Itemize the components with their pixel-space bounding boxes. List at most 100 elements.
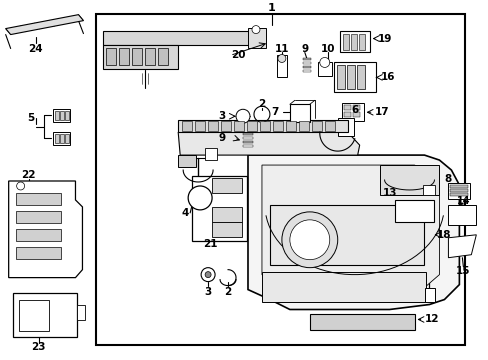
Bar [52, 132, 70, 145]
Text: 9: 9 [301, 44, 308, 54]
Bar [269, 205, 424, 265]
Bar [16, 247, 61, 259]
Bar [243, 133, 252, 135]
Bar [103, 45, 178, 69]
Bar [246, 121, 256, 131]
Text: 16: 16 [380, 72, 394, 82]
Bar [52, 109, 70, 122]
Bar [352, 105, 359, 110]
Text: 8: 8 [444, 174, 451, 184]
Bar [243, 141, 252, 143]
Bar [449, 185, 468, 188]
Bar [423, 185, 435, 195]
Bar [192, 176, 246, 241]
Bar [302, 58, 310, 60]
Bar [337, 118, 353, 136]
Text: 23: 23 [31, 342, 46, 352]
Bar [298, 121, 308, 131]
Bar [96, 14, 465, 345]
Text: 20: 20 [230, 50, 245, 60]
Bar [289, 104, 309, 122]
Bar [212, 222, 242, 237]
Bar [447, 205, 475, 225]
Text: 7: 7 [271, 107, 278, 117]
Circle shape [204, 272, 211, 278]
Bar [449, 193, 468, 196]
Bar [343, 112, 350, 117]
Bar [178, 155, 196, 167]
Text: 15: 15 [455, 266, 469, 276]
Bar [19, 300, 48, 332]
Bar [208, 121, 218, 131]
Bar [341, 103, 363, 121]
Text: 10: 10 [320, 44, 334, 54]
Text: 3: 3 [204, 287, 211, 297]
Bar [16, 193, 61, 205]
Bar [311, 121, 321, 131]
Text: 19: 19 [377, 33, 391, 44]
Bar [212, 207, 242, 222]
Text: 5: 5 [27, 113, 34, 123]
Bar [195, 121, 204, 131]
Circle shape [277, 54, 285, 62]
Bar [346, 66, 354, 89]
Circle shape [251, 26, 260, 33]
Bar [77, 305, 85, 320]
Bar [60, 134, 63, 143]
Bar [449, 189, 468, 192]
Bar [247, 28, 265, 48]
Bar [302, 71, 310, 72]
Bar [55, 111, 59, 120]
Bar [132, 48, 142, 66]
Bar [221, 121, 230, 131]
Text: 14: 14 [456, 196, 469, 206]
Text: 2: 2 [258, 99, 265, 109]
Bar [13, 293, 77, 337]
Polygon shape [178, 132, 359, 155]
Circle shape [201, 268, 215, 282]
Bar [276, 55, 286, 77]
Circle shape [188, 186, 212, 210]
Text: 22: 22 [21, 170, 36, 180]
Bar [343, 105, 350, 110]
Bar [158, 48, 168, 66]
Bar [103, 31, 250, 45]
Text: 13: 13 [382, 188, 396, 198]
Circle shape [236, 109, 249, 123]
Bar [260, 121, 269, 131]
Text: 21: 21 [203, 239, 217, 249]
Bar [60, 111, 63, 120]
Bar [336, 66, 344, 89]
Bar [358, 33, 364, 50]
Text: 3: 3 [218, 111, 225, 121]
Bar [342, 33, 348, 50]
Bar [55, 134, 59, 143]
Bar [333, 62, 375, 92]
Bar [212, 178, 242, 193]
Text: 24: 24 [28, 44, 43, 54]
Circle shape [17, 182, 24, 190]
Bar [447, 183, 469, 199]
Circle shape [319, 58, 329, 67]
Bar [106, 48, 116, 66]
Bar [182, 121, 192, 131]
Bar [285, 121, 295, 131]
Bar [379, 165, 439, 195]
Bar [302, 67, 310, 68]
Bar [64, 111, 68, 120]
Bar [339, 31, 369, 53]
Bar [317, 62, 331, 76]
Bar [352, 112, 359, 117]
Bar [272, 121, 283, 131]
Bar [119, 48, 129, 66]
Bar [425, 288, 435, 302]
Bar [324, 121, 334, 131]
Text: 11: 11 [274, 44, 288, 54]
Polygon shape [447, 235, 475, 258]
Text: 6: 6 [350, 105, 358, 115]
Text: 4: 4 [181, 208, 188, 218]
Bar [16, 229, 61, 241]
Bar [394, 200, 433, 222]
Bar [302, 62, 310, 64]
Bar [243, 145, 252, 147]
